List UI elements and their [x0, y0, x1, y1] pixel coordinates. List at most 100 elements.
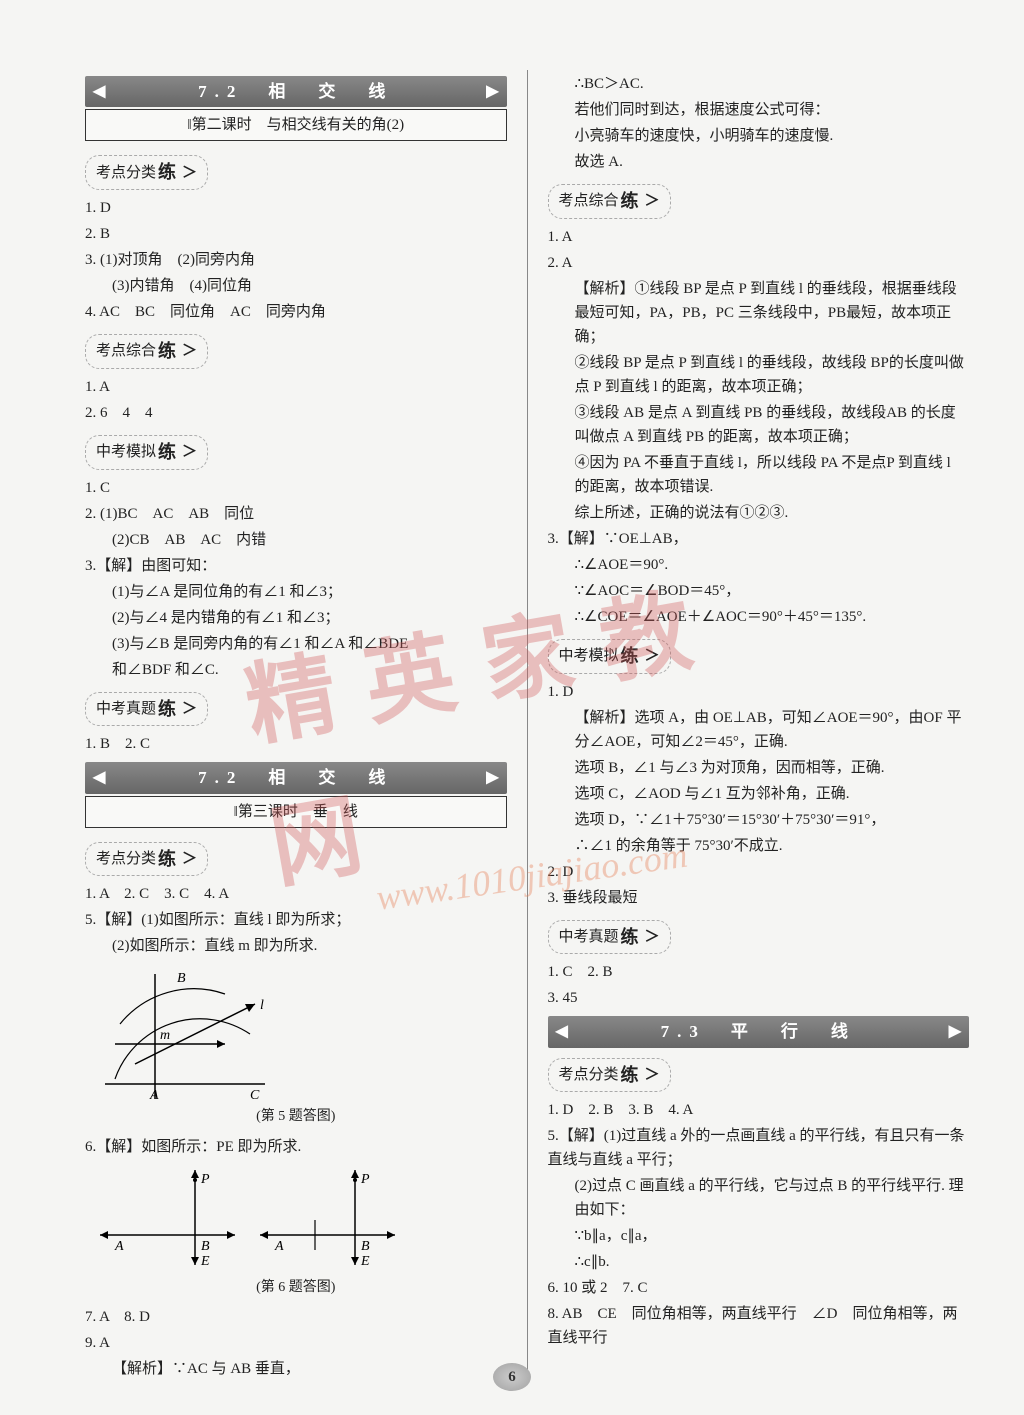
figure-5-caption: (第 5 题答图) — [85, 1106, 507, 1128]
figure-6-caption: (第 6 题答图) — [85, 1277, 507, 1299]
practice-text: 中考真题 — [559, 925, 619, 949]
answer-line: (3)与∠B 是同旁内角的有∠1 和∠A 和∠BDE — [85, 632, 507, 656]
practice-text: 中考模拟 — [559, 644, 619, 668]
chevron-right-icon: ＞ — [182, 339, 197, 363]
answer-line: 3.【解】由图可知： — [85, 554, 507, 578]
practice-text: 考点综合 — [559, 189, 619, 213]
answer-line: 选项 D，∵∠1＋75°30′＝15°30′＋75°30′＝91°， — [548, 808, 970, 832]
practice-label-zhenti-1: 中考真题 练 ＞ — [85, 692, 208, 727]
answer-line: ∵b∥a，c∥a， — [548, 1224, 970, 1248]
section-title: 7.3 平 行 线 — [661, 1018, 856, 1045]
answer-line: (3)内错角 (4)同位角 — [85, 274, 507, 298]
column-divider — [527, 70, 528, 1383]
answer-line: 3. 45 — [548, 986, 970, 1010]
answer-line: 1. D — [548, 680, 970, 704]
answer-line: (2)如图所示：直线 m 即为所求. — [85, 934, 507, 958]
section-header-7-2a: ◀ 7.2 相 交 线 ▶ — [85, 76, 507, 107]
answer-line: 和∠BDF 和∠C. — [85, 658, 507, 682]
svg-text:B: B — [177, 971, 186, 986]
section-header-7-3: ◀ 7.3 平 行 线 ▶ — [548, 1016, 970, 1047]
practice-bold: 练 — [158, 158, 176, 187]
answer-line: ③线段 AB 是点 A 到直线 PB 的垂线段，故线段AB 的长度叫做点 A 到… — [548, 401, 970, 449]
tri-left-icon: ◀ — [556, 1019, 568, 1045]
chevron-right-icon: ＞ — [182, 847, 197, 871]
page-number-badge: 6 — [493, 1363, 531, 1391]
answer-line: 1. A 2. C 3. C 4. A — [85, 882, 507, 906]
tri-left-icon: ◀ — [93, 79, 105, 105]
answer-line: ∴BC＞AC. — [548, 72, 970, 96]
practice-bold: 练 — [158, 438, 176, 467]
answer-line: (2)CB AB AC 内错 — [85, 528, 507, 552]
answer-line: 3. (1)对顶角 (2)同旁内角 — [85, 248, 507, 272]
answer-line: ∴∠1 的余角等于 75°30′不成立. — [548, 834, 970, 858]
svg-text:P: P — [360, 1172, 370, 1187]
chevron-right-icon: ＞ — [645, 925, 660, 949]
sub-header-lesson2: ‖第二课时 与相交线有关的角(2) — [85, 109, 507, 141]
answer-line: 9. A — [85, 1331, 507, 1355]
answer-line: 小亮骑车的速度快，小明骑车的速度慢. — [548, 124, 970, 148]
answer-line: 1. B 2. C — [85, 732, 507, 756]
svg-text:m: m — [160, 1028, 170, 1043]
answer-line: ∴c∥b. — [548, 1250, 970, 1274]
answer-line: (2)过点 C 画直线 a 的平行线，它与过点 B 的平行线平行. 理由如下： — [548, 1174, 970, 1222]
practice-bold: 练 — [158, 845, 176, 874]
answer-line: 2. D — [548, 860, 970, 884]
practice-bold: 练 — [158, 695, 176, 724]
answer-line: 6. 10 或 2 7. C — [548, 1276, 970, 1300]
answer-line: ∴∠COE＝∠AOE＋∠AOC＝90°＋45°＝135°. — [548, 605, 970, 629]
svg-text:C: C — [250, 1088, 260, 1103]
answer-line: ②线段 BP 是点 P 到直线 l 的垂线段，故线段 BP的长度叫做点 P 到直… — [548, 351, 970, 399]
answer-line: 故选 A. — [548, 150, 970, 174]
answer-line: 3. 垂线段最短 — [548, 886, 970, 910]
chevron-right-icon: ＞ — [645, 1063, 660, 1087]
svg-text:E: E — [360, 1254, 370, 1269]
answer-line: 3.【解】∵OE⊥AB， — [548, 527, 970, 551]
svg-text:P: P — [200, 1172, 210, 1187]
svg-text:B: B — [361, 1239, 370, 1254]
tri-left-icon: ◀ — [93, 765, 105, 791]
answer-line: 1. A — [548, 225, 970, 249]
answer-line: 5.【解】(1)如图所示：直线 l 即为所求； — [85, 908, 507, 932]
practice-bold: 练 — [621, 642, 639, 671]
answer-line: 1. D — [85, 196, 507, 220]
section-header-7-2b: ◀ 7.2 相 交 线 ▶ — [85, 762, 507, 793]
tri-right-icon: ▶ — [949, 1019, 961, 1045]
practice-text: 考点综合 — [96, 339, 156, 363]
answer-line: 1. C — [85, 476, 507, 500]
answer-line: 2. B — [85, 222, 507, 246]
answer-line: 【解析】选项 A，由 OE⊥AB，可知∠AOE＝90°，由OF 平分∠AOE，可… — [548, 706, 970, 754]
answer-line: ④因为 PA 不垂直于直线 l，所以线段 PA 不是点P 到直线 l 的距离，故… — [548, 451, 970, 499]
answer-line: 5.【解】(1)过直线 a 外的一点画直线 a 的平行线，有且只有一条直线与直线… — [548, 1124, 970, 1172]
page-content: ◀ 7.2 相 交 线 ▶ ‖第二课时 与相交线有关的角(2) 考点分类 练 ＞… — [0, 0, 1024, 1413]
practice-text: 中考真题 — [96, 697, 156, 721]
practice-bold: 练 — [621, 187, 639, 216]
answer-line: 1. A — [85, 375, 507, 399]
answer-line: 选项 C，∠AOD 与∠1 互为邻补角，正确. — [548, 782, 970, 806]
figure-6: P A B E P A B E (第 6 题答图) — [85, 1165, 507, 1299]
tri-right-icon: ▶ — [486, 79, 498, 105]
practice-text: 考点分类 — [96, 161, 156, 185]
svg-text:E: E — [200, 1254, 210, 1269]
answer-line: 【解析】∵AC 与 AB 垂直， — [85, 1357, 507, 1381]
answer-line: ∵∠AOC＝∠BOD＝45°， — [548, 579, 970, 603]
answer-line: 2. 6 4 4 — [85, 401, 507, 425]
chevron-right-icon: ＞ — [182, 161, 197, 185]
practice-label-fenlei-3: 考点分类 练 ＞ — [548, 1058, 671, 1093]
answer-line: (2)与∠4 是内错角的有∠1 和∠3； — [85, 606, 507, 630]
section-title: 7.2 相 交 线 — [198, 78, 393, 105]
practice-label-moni-2: 中考模拟 练 ＞ — [548, 639, 671, 674]
figure-6-svg: P A B E P A B E — [85, 1165, 405, 1275]
practice-text: 考点分类 — [559, 1063, 619, 1087]
practice-label-fenlei-2: 考点分类 练 ＞ — [85, 842, 208, 877]
answer-line: 4. AC BC 同位角 AC 同旁内角 — [85, 300, 507, 324]
practice-text: 考点分类 — [96, 847, 156, 871]
practice-bold: 练 — [621, 1061, 639, 1090]
sub-header-lesson3: ‖第三课时 垂 线 — [85, 796, 507, 828]
answer-line: 选项 B，∠1 与∠3 为对顶角，因而相等，正确. — [548, 756, 970, 780]
practice-bold: 练 — [621, 923, 639, 952]
svg-text:A: A — [149, 1088, 159, 1103]
chevron-right-icon: ＞ — [182, 697, 197, 721]
practice-text: 中考模拟 — [96, 440, 156, 464]
answer-line: (1)与∠A 是同位角的有∠1 和∠3； — [85, 580, 507, 604]
svg-text:A: A — [114, 1239, 124, 1254]
